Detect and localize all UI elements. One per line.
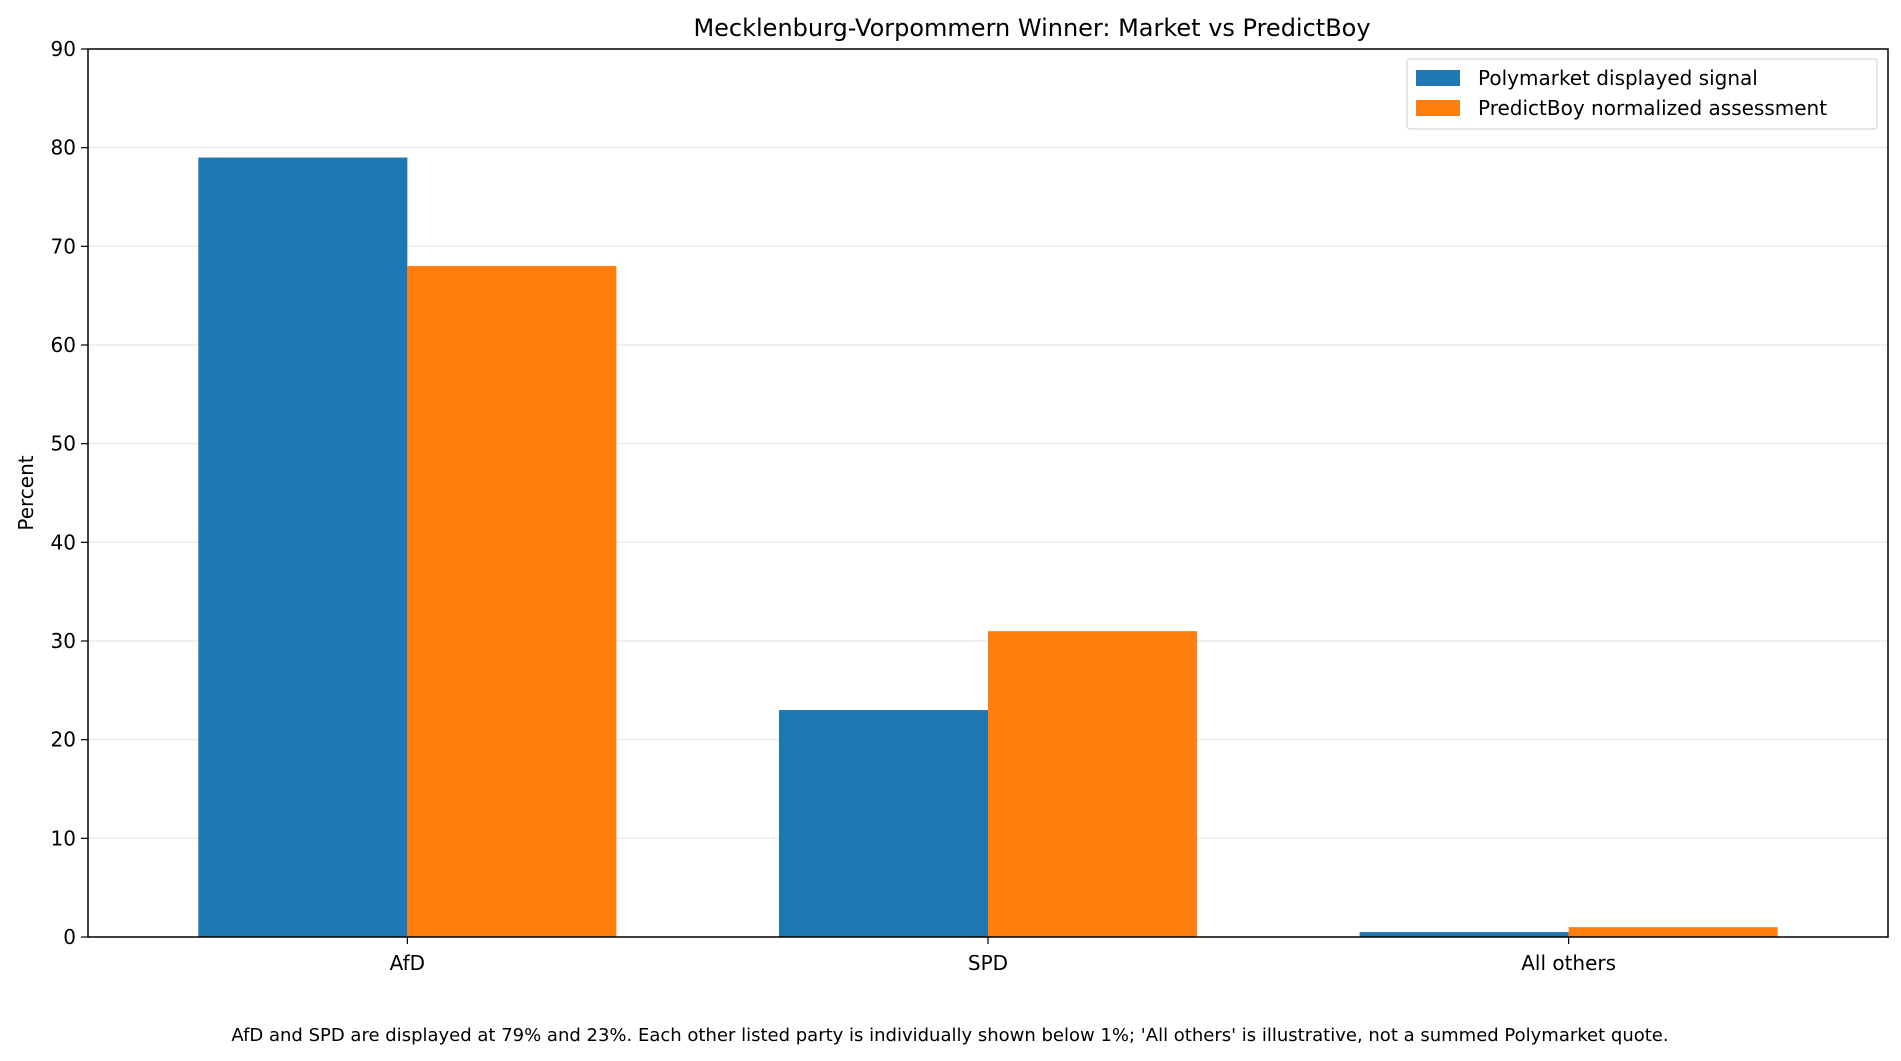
x-axis: AfD SPD All others	[390, 937, 1616, 975]
bar-predictboy-afd	[407, 266, 617, 938]
bar-polymarket-all-others	[1359, 932, 1569, 937]
y-tick-label: 70	[51, 234, 76, 258]
y-axis-label: Percent	[14, 455, 38, 530]
y-tick-label: 0	[63, 925, 76, 949]
bar-predictboy-spd	[988, 631, 1198, 937]
x-tick-label: AfD	[390, 951, 425, 975]
y-tick-label: 50	[51, 432, 76, 456]
y-tick-label: 30	[51, 629, 76, 653]
legend-box	[1406, 58, 1878, 130]
bar-predictboy-all-others	[1568, 927, 1778, 937]
legend-label-polymarket: Polymarket displayed signal	[1478, 66, 1758, 90]
x-tick-label: SPD	[968, 951, 1008, 975]
y-tick-label: 60	[51, 333, 76, 357]
y-tick-label: 90	[51, 37, 76, 61]
legend-swatch-predictboy	[1416, 100, 1460, 116]
chart-caption: AfD and SPD are displayed at 79% and 23%…	[231, 1025, 1668, 1046]
y-tick-label: 40	[51, 530, 76, 554]
bar-polymarket-spd	[778, 710, 988, 937]
y-tick-label: 20	[51, 728, 76, 752]
chart-title: Mecklenburg-Vorpommern Winner: Market vs…	[693, 14, 1370, 42]
y-tick-label: 80	[51, 136, 76, 160]
bar-polymarket-afd	[198, 157, 408, 938]
y-axis: 0 10 20 30 40 50 60 70 80 90	[51, 37, 88, 949]
bars	[198, 157, 1778, 938]
legend-label-predictboy: PredictBoy normalized assessment	[1478, 96, 1827, 120]
legend: Polymarket displayed signal PredictBoy n…	[1406, 58, 1878, 130]
x-tick-label: All others	[1521, 951, 1616, 975]
legend-swatch-polymarket	[1416, 70, 1460, 86]
y-tick-label: 10	[51, 826, 76, 850]
